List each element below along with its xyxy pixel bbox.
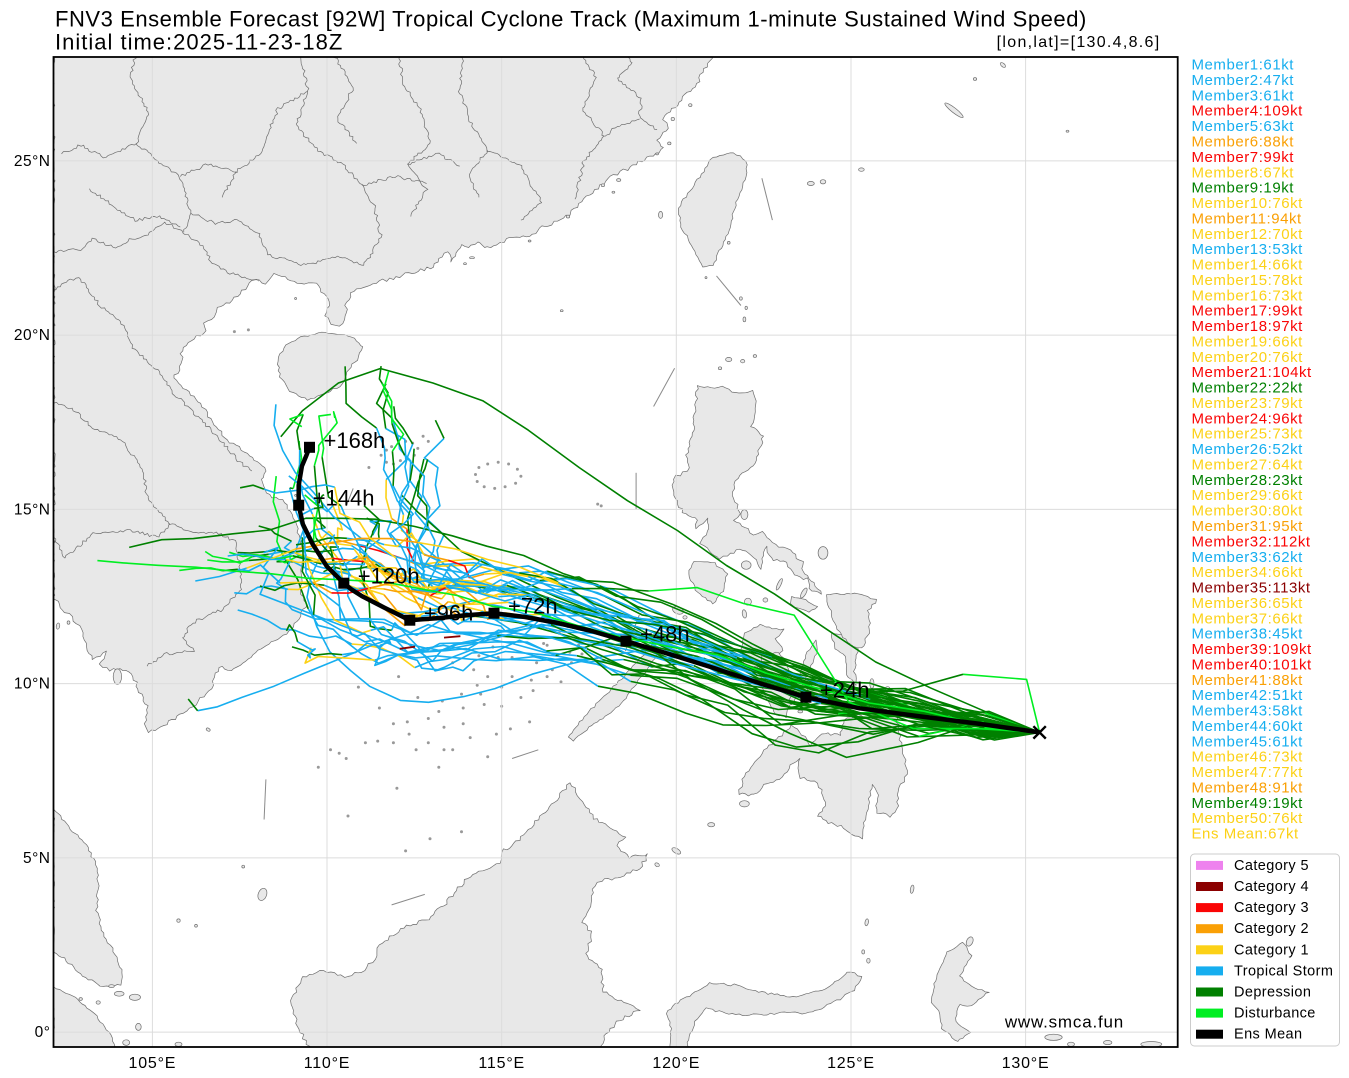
svg-text:105°E: 105°E xyxy=(129,1055,177,1072)
svg-text:+24h: +24h xyxy=(820,678,870,703)
svg-text:Member17:99kt: Member17:99kt xyxy=(1192,303,1304,320)
svg-text:+120h: +120h xyxy=(358,564,420,589)
svg-text:Disturbance: Disturbance xyxy=(1234,1006,1316,1022)
svg-text:Member16:73kt: Member16:73kt xyxy=(1192,287,1304,304)
svg-text:Member44:60kt: Member44:60kt xyxy=(1192,718,1304,735)
svg-text:Initial time:2025-11-23-18Z: Initial time:2025-11-23-18Z xyxy=(55,30,343,55)
svg-text:Member28:23kt: Member28:23kt xyxy=(1192,472,1304,489)
svg-text:Member12:70kt: Member12:70kt xyxy=(1192,226,1304,243)
svg-text:20°N: 20°N xyxy=(14,327,51,344)
svg-text:Category 2: Category 2 xyxy=(1234,921,1309,937)
svg-text:Member37:66kt: Member37:66kt xyxy=(1192,610,1304,627)
svg-text:25°N: 25°N xyxy=(14,153,51,170)
svg-text:Member6:88kt: Member6:88kt xyxy=(1192,134,1295,151)
svg-text:Member9:19kt: Member9:19kt xyxy=(1192,180,1295,197)
svg-text:Member49:19kt: Member49:19kt xyxy=(1192,795,1304,812)
svg-text:125°E: 125°E xyxy=(827,1055,875,1072)
svg-text:Member39:109kt: Member39:109kt xyxy=(1192,641,1313,658)
svg-text:Member2:47kt: Member2:47kt xyxy=(1192,72,1295,89)
svg-text:Member20:76kt: Member20:76kt xyxy=(1192,349,1304,366)
svg-text:Category 4: Category 4 xyxy=(1234,879,1309,895)
svg-text:Member38:45kt: Member38:45kt xyxy=(1192,626,1304,643)
svg-text:Member13:53kt: Member13:53kt xyxy=(1192,241,1304,258)
svg-text:5°N: 5°N xyxy=(23,850,51,867)
svg-text:Category 5: Category 5 xyxy=(1234,858,1309,874)
svg-text:15°N: 15°N xyxy=(14,501,51,518)
svg-text:Member14:66kt: Member14:66kt xyxy=(1192,257,1304,274)
svg-text:Member40:101kt: Member40:101kt xyxy=(1192,656,1313,673)
svg-text:+144h: +144h xyxy=(313,486,375,511)
svg-text:www.smca.fun: www.smca.fun xyxy=(1004,1013,1124,1032)
svg-text:Ens Mean: Ens Mean xyxy=(1234,1027,1303,1043)
svg-text:120°E: 120°E xyxy=(652,1055,700,1072)
svg-text:Member45:61kt: Member45:61kt xyxy=(1192,733,1304,750)
svg-text:Member42:51kt: Member42:51kt xyxy=(1192,687,1304,704)
svg-text:Category 1: Category 1 xyxy=(1234,942,1309,958)
svg-text:115°E: 115°E xyxy=(478,1055,525,1072)
svg-text:+168h: +168h xyxy=(324,428,386,453)
svg-text:Ens Mean:67kt: Ens Mean:67kt xyxy=(1192,826,1299,843)
svg-text:Member8:67kt: Member8:67kt xyxy=(1192,164,1295,181)
svg-text:FNV3 Ensemble Forecast [92W] T: FNV3 Ensemble Forecast [92W] Tropical Cy… xyxy=(55,7,1087,32)
svg-text:Member33:62kt: Member33:62kt xyxy=(1192,549,1304,566)
svg-text:Member21:104kt: Member21:104kt xyxy=(1192,364,1313,381)
svg-text:0°: 0° xyxy=(35,1024,51,1041)
svg-text:Member15:78kt: Member15:78kt xyxy=(1192,272,1304,289)
svg-text:Member22:22kt: Member22:22kt xyxy=(1192,380,1304,397)
svg-text:Member43:58kt: Member43:58kt xyxy=(1192,703,1304,720)
svg-text:Member32:112kt: Member32:112kt xyxy=(1192,533,1311,550)
svg-text:Member50:76kt: Member50:76kt xyxy=(1192,810,1304,827)
svg-text:Member30:80kt: Member30:80kt xyxy=(1192,503,1304,520)
svg-text:Member4:109kt: Member4:109kt xyxy=(1192,103,1304,120)
svg-text:+48h: +48h xyxy=(640,622,690,647)
svg-text:Member5:63kt: Member5:63kt xyxy=(1192,118,1295,135)
svg-text:Member19:66kt: Member19:66kt xyxy=(1192,333,1304,350)
svg-text:Member31:95kt: Member31:95kt xyxy=(1192,518,1304,535)
svg-text:Tropical Storm: Tropical Storm xyxy=(1234,963,1333,979)
svg-text:Member36:65kt: Member36:65kt xyxy=(1192,595,1304,612)
svg-text:Member25:73kt: Member25:73kt xyxy=(1192,426,1304,443)
svg-text:Member27:64kt: Member27:64kt xyxy=(1192,457,1304,474)
svg-text:[lon,lat]=[130.4,8.6]: [lon,lat]=[130.4,8.6] xyxy=(997,34,1161,51)
svg-text:Member48:91kt: Member48:91kt xyxy=(1192,780,1304,797)
svg-text:Member7:99kt: Member7:99kt xyxy=(1192,149,1295,166)
svg-text:+96h: +96h xyxy=(424,601,474,626)
svg-text:Member34:66kt: Member34:66kt xyxy=(1192,564,1304,581)
svg-text:Depression: Depression xyxy=(1234,985,1311,1001)
svg-text:Member11:94kt: Member11:94kt xyxy=(1192,210,1303,227)
svg-text:Member24:96kt: Member24:96kt xyxy=(1192,410,1304,427)
svg-text:Member46:73kt: Member46:73kt xyxy=(1192,749,1304,766)
svg-text:Member41:88kt: Member41:88kt xyxy=(1192,672,1304,689)
svg-text:Member26:52kt: Member26:52kt xyxy=(1192,441,1304,458)
svg-text:Category 3: Category 3 xyxy=(1234,900,1309,916)
svg-text:Member18:97kt: Member18:97kt xyxy=(1192,318,1304,335)
svg-text:10°N: 10°N xyxy=(14,676,51,693)
svg-text:110°E: 110°E xyxy=(304,1055,351,1072)
svg-text:Member3:61kt: Member3:61kt xyxy=(1192,87,1295,104)
svg-text:Member10:76kt: Member10:76kt xyxy=(1192,195,1304,212)
svg-text:Member23:79kt: Member23:79kt xyxy=(1192,395,1304,412)
svg-text:130°E: 130°E xyxy=(1002,1055,1050,1072)
svg-text:Member1:61kt: Member1:61kt xyxy=(1192,57,1295,74)
svg-text:Member29:66kt: Member29:66kt xyxy=(1192,487,1304,504)
svg-text:Member47:77kt: Member47:77kt xyxy=(1192,764,1304,781)
svg-text:Member35:113kt: Member35:113kt xyxy=(1192,580,1311,597)
svg-text:+72h: +72h xyxy=(508,594,558,619)
